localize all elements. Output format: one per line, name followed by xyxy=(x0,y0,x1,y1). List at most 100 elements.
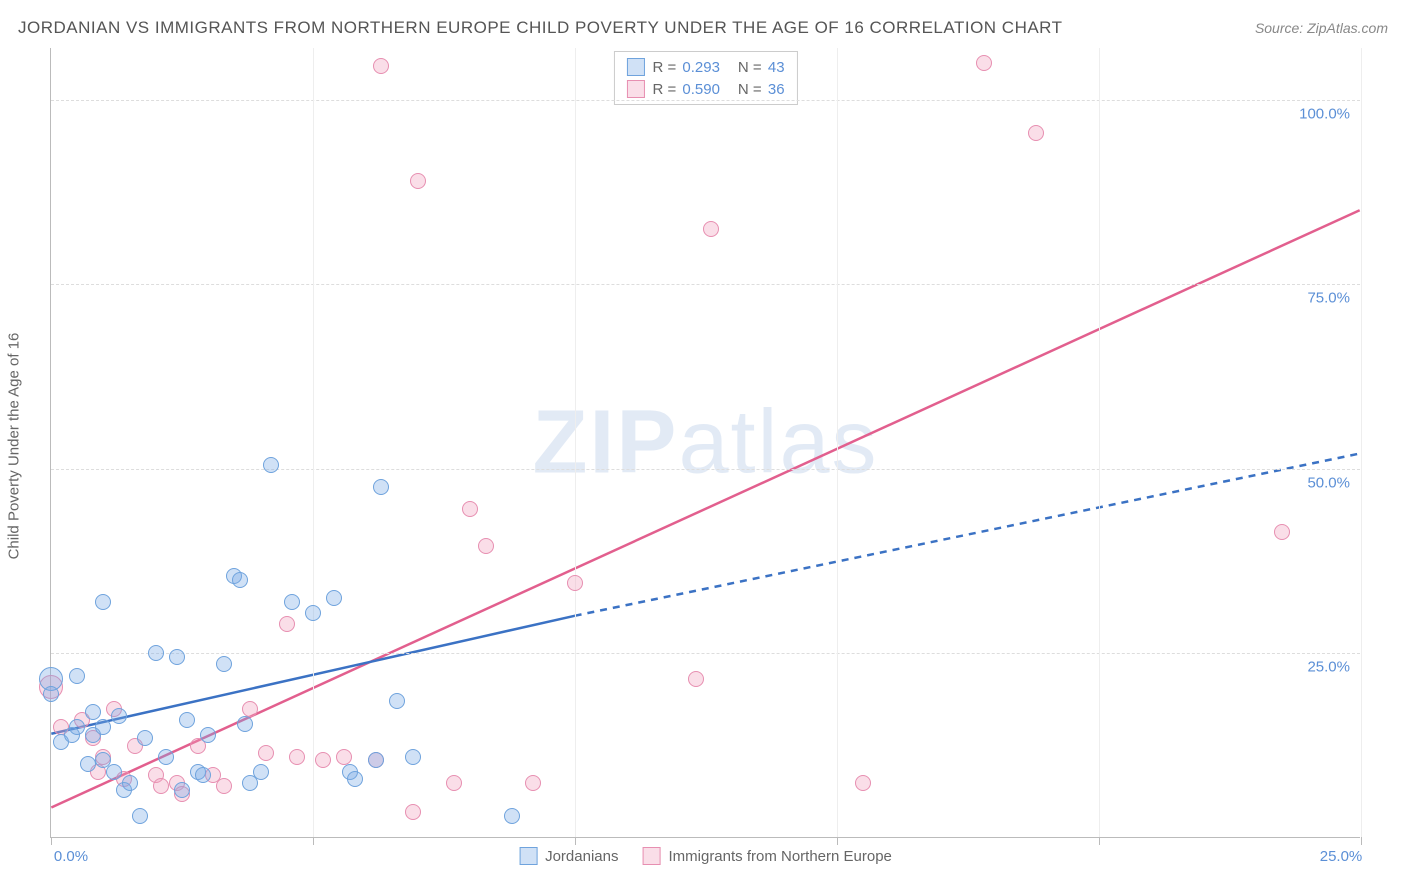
scatter-plot-area: ZIPatlas R = 0.293 N = 43 R = 0.590 N = … xyxy=(50,48,1360,838)
scatter-point-blue xyxy=(179,712,195,728)
gridline-vertical xyxy=(1361,48,1362,837)
scatter-point-blue xyxy=(405,749,421,765)
scatter-point-pink xyxy=(279,616,295,632)
gridline-vertical xyxy=(837,48,838,837)
scatter-point-blue xyxy=(504,808,520,824)
y-tick-label: 100.0% xyxy=(1299,105,1350,122)
scatter-point-blue xyxy=(232,572,248,588)
x-tick-label: 25.0% xyxy=(1320,848,1363,865)
scatter-point-pink xyxy=(153,778,169,794)
y-axis-label: Child Poverty Under the Age of 16 xyxy=(6,333,23,560)
swatch-blue-icon xyxy=(519,847,537,865)
scatter-point-blue xyxy=(106,764,122,780)
scatter-point-blue xyxy=(373,479,389,495)
scatter-point-blue xyxy=(368,752,384,768)
scatter-point-blue xyxy=(347,771,363,787)
x-tick-label: 0.0% xyxy=(54,848,88,865)
scatter-point-blue xyxy=(326,590,342,606)
scatter-point-blue xyxy=(111,708,127,724)
x-tick-mark xyxy=(837,837,838,845)
y-tick-label: 75.0% xyxy=(1307,290,1350,307)
watermark-text: ZIPatlas xyxy=(532,391,878,494)
gridline-horizontal xyxy=(51,653,1360,654)
scatter-point-blue xyxy=(195,767,211,783)
scatter-point-pink xyxy=(688,671,704,687)
scatter-point-blue xyxy=(43,686,59,702)
scatter-point-blue xyxy=(389,693,405,709)
scatter-point-pink xyxy=(478,538,494,554)
legend-blue-r: 0.293 xyxy=(682,59,720,76)
legend-r-label: R = 0.293 xyxy=(652,59,719,76)
y-tick-label: 25.0% xyxy=(1307,659,1350,676)
x-tick-mark xyxy=(575,837,576,845)
chart-title: JORDANIAN VS IMMIGRANTS FROM NORTHERN EU… xyxy=(18,18,1063,38)
source-label: Source: ZipAtlas.com xyxy=(1255,20,1388,36)
legend-item-pink: Immigrants from Northern Europe xyxy=(642,847,891,865)
scatter-point-pink xyxy=(462,501,478,517)
legend-bottom: Jordanians Immigrants from Northern Euro… xyxy=(519,847,892,865)
scatter-point-blue xyxy=(69,668,85,684)
gridline-vertical xyxy=(575,48,576,837)
legend-row-pink: R = 0.590 N = 36 xyxy=(626,80,784,98)
gridline-horizontal xyxy=(51,469,1360,470)
scatter-point-blue xyxy=(122,775,138,791)
swatch-blue-icon xyxy=(626,58,644,76)
scatter-point-pink xyxy=(258,745,274,761)
x-tick-mark xyxy=(1099,837,1100,845)
scatter-point-pink xyxy=(525,775,541,791)
legend-pink-label: Immigrants from Northern Europe xyxy=(668,848,891,865)
legend-pink-r: 0.590 xyxy=(682,81,720,98)
legend-row-blue: R = 0.293 N = 43 xyxy=(626,58,784,76)
scatter-point-blue xyxy=(95,594,111,610)
scatter-point-pink xyxy=(446,775,462,791)
legend-n-label: N = 43 xyxy=(738,59,785,76)
gridline-vertical xyxy=(313,48,314,837)
scatter-point-pink xyxy=(976,55,992,71)
scatter-point-pink xyxy=(315,752,331,768)
legend-blue-label: Jordanians xyxy=(545,848,618,865)
scatter-point-pink xyxy=(855,775,871,791)
scatter-point-blue xyxy=(85,704,101,720)
scatter-point-blue xyxy=(237,716,253,732)
legend-n-label: N = 36 xyxy=(738,81,785,98)
scatter-point-pink xyxy=(336,749,352,765)
scatter-point-pink xyxy=(567,575,583,591)
scatter-point-blue xyxy=(137,730,153,746)
scatter-point-blue xyxy=(69,719,85,735)
scatter-point-blue xyxy=(200,727,216,743)
swatch-pink-icon xyxy=(642,847,660,865)
scatter-point-blue xyxy=(158,749,174,765)
gridline-horizontal xyxy=(51,284,1360,285)
scatter-point-blue xyxy=(95,719,111,735)
legend-item-blue: Jordanians xyxy=(519,847,618,865)
scatter-point-pink xyxy=(242,701,258,717)
scatter-point-pink xyxy=(405,804,421,820)
scatter-point-pink xyxy=(703,221,719,237)
scatter-point-blue xyxy=(132,808,148,824)
legend-pink-n: 36 xyxy=(768,81,785,98)
scatter-point-blue xyxy=(305,605,321,621)
trend-line-blue xyxy=(575,454,1360,616)
scatter-point-pink xyxy=(216,778,232,794)
scatter-point-blue xyxy=(169,649,185,665)
scatter-point-pink xyxy=(373,58,389,74)
x-tick-mark xyxy=(51,837,52,845)
scatter-point-pink xyxy=(1274,524,1290,540)
scatter-point-blue xyxy=(80,756,96,772)
scatter-point-blue xyxy=(216,656,232,672)
scatter-point-pink xyxy=(1028,125,1044,141)
gridline-horizontal xyxy=(51,100,1360,101)
legend-r-label: R = 0.590 xyxy=(652,81,719,98)
legend-correlation-box: R = 0.293 N = 43 R = 0.590 N = 36 xyxy=(613,51,797,105)
scatter-point-blue xyxy=(253,764,269,780)
x-tick-mark xyxy=(313,837,314,845)
swatch-pink-icon xyxy=(626,80,644,98)
y-tick-label: 50.0% xyxy=(1307,474,1350,491)
scatter-point-blue xyxy=(174,782,190,798)
legend-blue-n: 43 xyxy=(768,59,785,76)
scatter-point-pink xyxy=(410,173,426,189)
gridline-vertical xyxy=(1099,48,1100,837)
scatter-point-blue xyxy=(263,457,279,473)
scatter-point-pink xyxy=(289,749,305,765)
scatter-point-blue xyxy=(284,594,300,610)
